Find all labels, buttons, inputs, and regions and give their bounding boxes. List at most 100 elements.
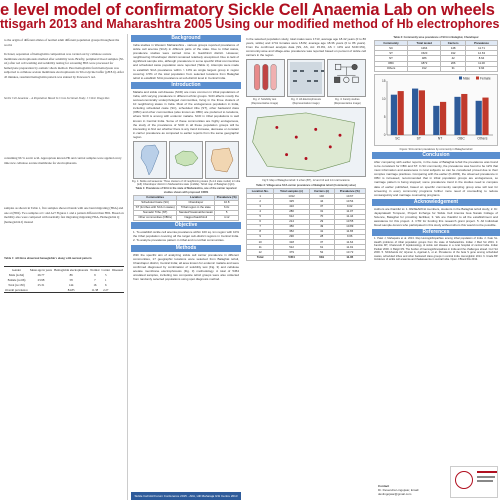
figure-1-maps [131, 140, 241, 180]
tehsil-map-icon [210, 147, 234, 173]
poster-footer: Sickle Cell Aid Forum Conference 2015 - … [131, 492, 241, 500]
conclusion-heading: Conclusion [372, 151, 500, 159]
table-row: Male (n=64) 26.77 86 9 5 [8, 272, 107, 277]
jt-h2: Hemoglobin electrophoresis [54, 267, 89, 272]
figure-5-caption: Fig 5: Map of Balaghat tehsil: 3 urban (… [262, 178, 350, 182]
legend-label: Male [463, 76, 470, 80]
table-row: Total (n=130) 25.31 144 16 6 [8, 282, 107, 287]
table-cell: 5454 [273, 254, 310, 261]
prevalence-bar-chart: 0 5 10 15 SC ST NT OBC Others Male Female [374, 73, 498, 146]
introduction-text: Malaria and sickle cell disease (SCD) ar… [133, 89, 239, 139]
table-1: Communities Location Prevalence (%) Sche… [132, 194, 239, 222]
poster-subtitle: ttisgarh 2013 and Maharashtra 2005 Using… [0, 17, 500, 31]
tehsil-location-map-icon [252, 112, 355, 172]
jt-h5: Diseased [112, 267, 123, 272]
x-tick-label: SC [395, 136, 400, 140]
table-cell: 9.94 [465, 65, 498, 72]
jt-h0: Gender [12, 267, 21, 272]
table-total-row: Total 5454 619 11.35 [245, 254, 367, 261]
y-tick-label: 10 [382, 97, 386, 101]
balaghat-tehsil-map [246, 106, 366, 177]
journal-table-caption: Table 1: All three abnormal hemoglobin's… [4, 256, 92, 260]
bar-OBC-Male [454, 96, 461, 135]
bar-NT-Male [433, 105, 440, 135]
methods-heading: Methods [131, 244, 241, 252]
acknowledgement-text: Authors are thankful to: 1. RESEARCH mem… [374, 206, 498, 228]
journal-citation: Sickle Cell Anaemia – A Population Based… [4, 96, 110, 100]
solubility-test-image [246, 59, 285, 98]
journal-paragraph-4: samples as shown in Table 1, five sample… [4, 206, 124, 224]
contact-details: Dr. Devendra Lingojwar, Email: devlingoj… [378, 488, 420, 496]
bar-Others-Female [482, 97, 489, 135]
table-row: Female (n=66) 23.98 58 7 1 [7, 277, 107, 282]
y-tick-label: 0 [384, 133, 386, 137]
objective-heading: Objective [131, 222, 241, 230]
table-row: OBC 1872 206 11.00 [373, 60, 498, 67]
references-text: 1. Patel J, Mahapatra et al. 2013. Rap H… [374, 237, 498, 262]
acknowledgement-heading: Acknowledgement [372, 198, 500, 206]
tehsil-map [205, 140, 239, 179]
bar-OBC-Female [461, 93, 468, 135]
conclusion-text: After comparing with earlier reports, in… [374, 159, 498, 197]
figure-1-caption: Fig. 1: Sickle cell anaemia: Three clust… [131, 179, 241, 187]
table-3-caption: Table 3: Community wise prevalence of SC… [393, 36, 479, 39]
objective-text: 1. To establish sickle cell anemia preva… [133, 230, 239, 243]
journal-table: Gender Mean age in years Hemoglobin elec… [4, 266, 124, 293]
poster-title: e level model of confirmatory Sickle Cel… [0, 1, 500, 19]
legend-swatch [459, 76, 462, 80]
pedigree-icon [334, 64, 359, 84]
jt-h4: Carrier [101, 267, 110, 272]
family-study-image [327, 59, 367, 98]
bar-NT-Female [440, 101, 447, 135]
figure-2-4-row [244, 58, 368, 98]
poster-column-4: Table 3: Community wise prevalence of SC… [372, 34, 500, 500]
references-heading: References [372, 229, 500, 237]
jt-h3: Normal [90, 267, 100, 272]
bar-chart-svg: 0 5 10 15 SC ST NT OBC Others Male Female [382, 76, 493, 140]
x-tick-label: OBC [458, 136, 466, 140]
x-tick-label: ST [417, 136, 421, 140]
bar-ST-Female [418, 90, 425, 135]
table-cell: Total [245, 254, 275, 261]
figure-4-caption: Fig. 4: Family studies (Representative i… [333, 98, 361, 105]
figure-3-caption: Fig. 3: Hb Electrophoresis (Representati… [291, 98, 321, 105]
table-row: Others 312 31 9.94 [373, 65, 498, 72]
bar-SC-Male [390, 94, 397, 135]
legend-label: Female [480, 76, 491, 80]
results-text: In the selected population study, total … [246, 37, 366, 58]
journal-page-overlay: to the origin of different alleles of no… [0, 34, 128, 500]
electrophoresis-image [286, 59, 326, 98]
y-tick-label: 5 [384, 115, 386, 119]
maharashtra-map-icon [174, 150, 199, 167]
introduction-heading: Introduction [131, 81, 241, 89]
table-cell: 11.35 [333, 254, 367, 261]
electrophoresis-gel [289, 62, 325, 95]
table-row: Overall prevalence 84.85 11.38 2.27 [5, 287, 109, 292]
india-map [133, 140, 167, 179]
contact-block: Contact Dr. Devendra Lingojwar, Email: d… [378, 484, 448, 496]
seal-icon [455, 471, 473, 489]
table-cell: 619 [308, 254, 335, 261]
background-text: India studies in Western Maharashtra - v… [133, 43, 239, 80]
figure-2-caption: Fig. 2: Solubility test (Representative … [251, 98, 279, 105]
maharashtra-map [169, 140, 203, 179]
y-tick-label: 15 [382, 79, 386, 83]
poster-column-3: In the selected population study, total … [244, 34, 368, 500]
table-row: Other communities (OBCs) Nagpur/Gadchirol… [132, 215, 239, 222]
poster-title-bar: e level model of confirmatory Sickle Cel… [0, 0, 500, 34]
table-cell: 31 [440, 65, 466, 72]
table-1-caption: Table 1: Prevalence of SCA in the state … [135, 187, 237, 194]
bar-ST-Male [412, 88, 419, 135]
chart-caption: Figure: SCA carrier prevalence by commun… [399, 147, 473, 151]
journal-method-paragraph: In Israel, separation of hemoglobin comp… [4, 52, 124, 79]
bar-Others-Male [475, 100, 482, 135]
x-tick-label: NT [438, 136, 443, 140]
background-heading: Background [131, 35, 241, 42]
jt-h1: Mean age in years [30, 267, 52, 272]
table-2-caption: Table 2: Village-wise SCA carrier preval… [256, 184, 356, 188]
table-cell: Others [373, 65, 409, 72]
journal-intro-paragraph: to the origin of different alleles of no… [4, 38, 120, 47]
legend-swatch [476, 76, 479, 80]
journal-paragraph-3: containing 96 % acetic acid. Appropriate… [4, 156, 122, 165]
x-tick-label: Others [477, 136, 487, 140]
